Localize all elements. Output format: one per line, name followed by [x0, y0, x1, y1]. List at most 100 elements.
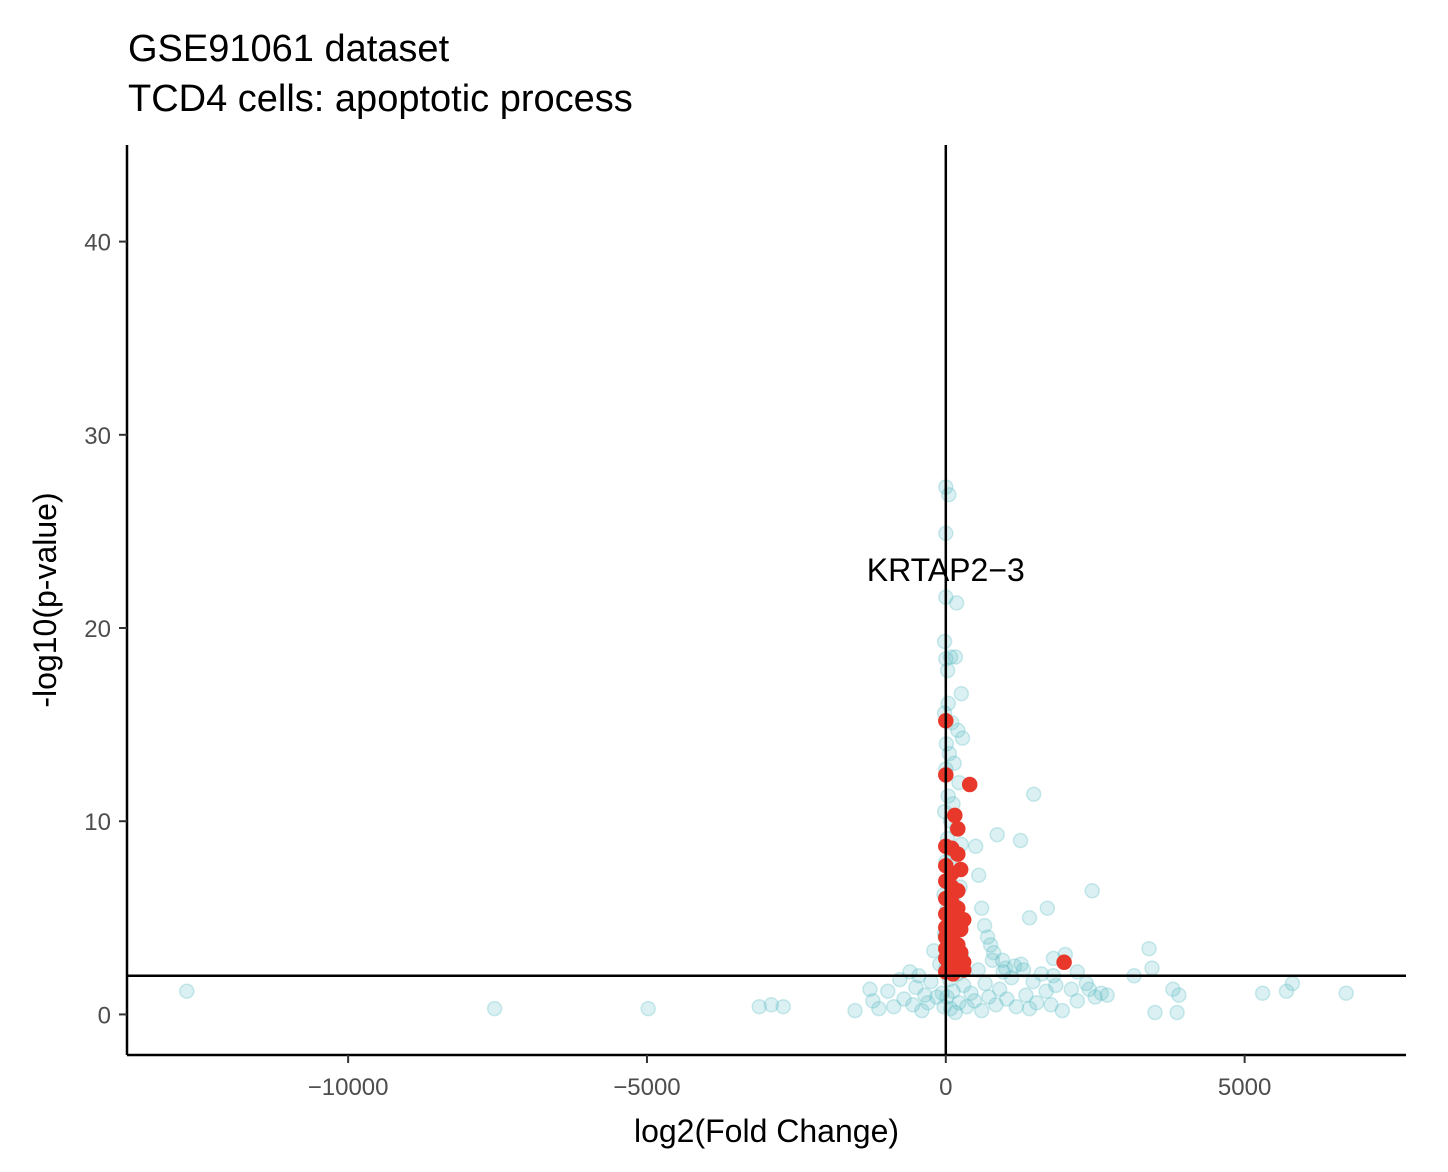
highlighted-gene-point: [947, 807, 963, 824]
gene-point: [905, 997, 921, 1013]
x-tick-label: −5000: [613, 1074, 680, 1101]
gene-point: [1054, 1002, 1071, 1019]
gene-point: [1025, 786, 1042, 802]
gene-point: [947, 1004, 964, 1021]
gene-point: [751, 998, 768, 1015]
gene-point: [896, 991, 912, 1007]
highlighted-gene-point: [1056, 954, 1072, 971]
gene-point: [775, 998, 791, 1015]
gene-point: [1141, 940, 1157, 957]
gene-point: [1093, 985, 1109, 1001]
gene-point: [929, 989, 945, 1005]
gene-point: [880, 983, 896, 999]
gene-point: [985, 944, 1002, 961]
gene-point: [950, 722, 966, 739]
gene-point: [871, 1000, 887, 1017]
x-tick-label: 0: [939, 1074, 952, 1101]
x-axis-title: log2(Fold Change): [634, 1113, 899, 1149]
gene-point: [1008, 998, 1025, 1015]
chart-subtitle: TCD4 cells: apoptotic process: [128, 78, 633, 120]
gene-point: [982, 937, 999, 953]
gene-point: [1338, 985, 1354, 1001]
gene-point: [763, 997, 780, 1013]
gene-point: [908, 979, 924, 996]
gene-point: [1012, 832, 1029, 849]
gene-point: [486, 1000, 503, 1017]
gene-point: [865, 993, 881, 1009]
gene-point: [970, 867, 987, 884]
gene-point: [976, 917, 993, 934]
gene-point: [847, 1002, 863, 1019]
gene-point: [1169, 1004, 1185, 1021]
gene-point: [1087, 989, 1103, 1005]
gene-point: [1165, 981, 1181, 998]
gene-point: [1063, 981, 1080, 998]
y-tick-label: 40: [84, 230, 111, 257]
gene-point: [1038, 983, 1054, 999]
highlighted-points-group: [938, 713, 1072, 982]
gene-point: [963, 985, 979, 1001]
gene-point: [1013, 956, 1029, 972]
gene-point: [939, 662, 956, 679]
gene-point: [973, 900, 990, 916]
y-tick-label: 30: [84, 423, 111, 450]
gene-point: [973, 1002, 990, 1019]
gene-point: [954, 730, 971, 746]
gene-point: [179, 983, 195, 999]
ticks-group: −10000 −5000 0 5000 0 10 20 30 40: [84, 230, 1271, 1101]
highlighted-gene-point: [952, 921, 969, 938]
gene-point: [941, 486, 957, 503]
gene-annotation-label: KRTAP2−3: [867, 552, 1025, 588]
gene-point: [946, 755, 962, 772]
gene-point: [920, 995, 936, 1011]
gene-point: [977, 975, 993, 992]
gene-point: [1284, 975, 1301, 992]
gene-point: [991, 981, 1008, 998]
gene-point: [1033, 966, 1050, 982]
gene-point: [942, 649, 959, 665]
gene-point: [1003, 969, 1020, 986]
y-tick-label: 20: [84, 616, 111, 643]
gene-point: [989, 826, 1005, 843]
highlighted-gene-point: [950, 846, 966, 862]
gene-point: [640, 1000, 656, 1017]
highlighted-gene-point: [952, 861, 969, 878]
gene-point: [1069, 993, 1086, 1009]
gene-point: [1021, 910, 1038, 926]
gene-point: [1081, 981, 1097, 998]
gene-point: [1254, 985, 1271, 1001]
y-axis-title: -log10(p-value): [27, 492, 63, 707]
gene-point: [862, 981, 878, 998]
gene-point: [1144, 960, 1160, 976]
highlighted-gene-point: [961, 776, 978, 793]
gene-point: [947, 649, 964, 665]
gene-point: [942, 1000, 959, 1017]
gene-point: [886, 998, 902, 1015]
gene-point: [999, 991, 1015, 1007]
gene-point: [1028, 995, 1045, 1011]
gene-point: [917, 987, 933, 1003]
gene-point: [981, 989, 997, 1005]
gene-point: [958, 998, 975, 1015]
x-tick-label: −10000: [308, 1074, 389, 1101]
gene-point: [984, 952, 1001, 969]
x-tick-label: 5000: [1218, 1074, 1271, 1101]
gene-point: [951, 995, 967, 1011]
gene-point: [914, 1002, 930, 1019]
chart-title: GSE91061 dataset: [128, 28, 450, 70]
gene-point: [948, 595, 965, 611]
gene-point: [988, 997, 1004, 1013]
axes-group: [125, 145, 1406, 1057]
gene-point: [1171, 987, 1187, 1003]
gene-point: [1147, 1004, 1163, 1021]
gene-point: [1039, 900, 1056, 916]
gene-point: [1043, 997, 1059, 1013]
gene-point: [1048, 977, 1064, 994]
gene-point: [967, 838, 984, 855]
highlighted-gene-point: [950, 821, 966, 837]
gene-point: [936, 998, 952, 1015]
background-points-group: [179, 479, 1354, 1021]
gene-point: [1099, 987, 1115, 1003]
gene-point: [1021, 1000, 1038, 1017]
gene-point: [953, 685, 970, 702]
